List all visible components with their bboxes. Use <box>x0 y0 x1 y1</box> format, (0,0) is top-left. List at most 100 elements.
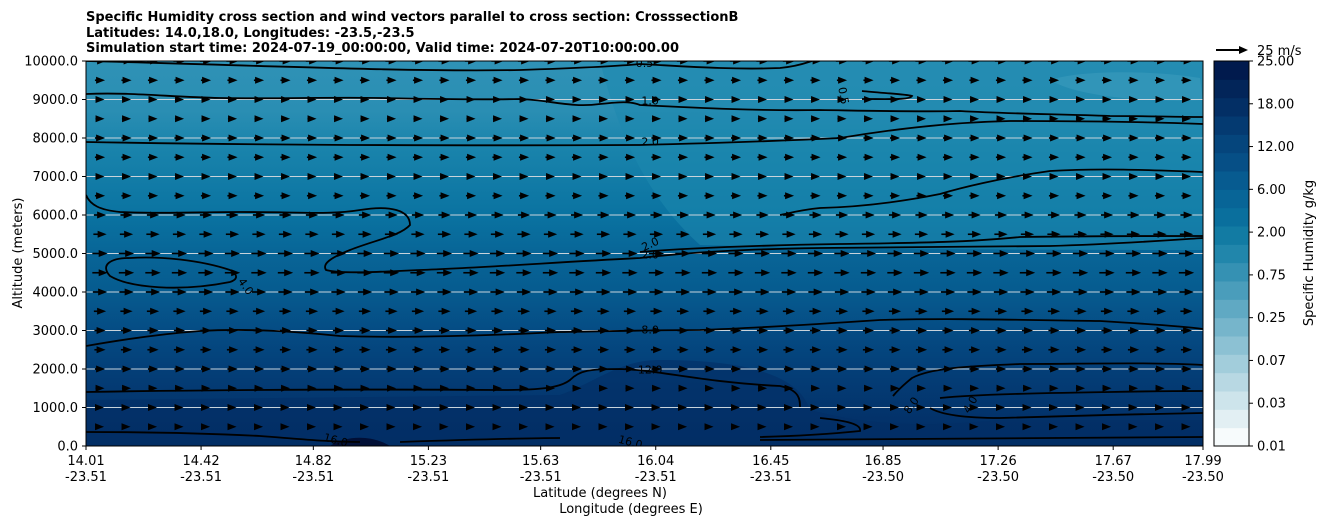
wind-arrow <box>331 230 346 238</box>
wind-arrow <box>625 384 635 392</box>
wind-arrow <box>730 134 742 142</box>
wind-arrow <box>413 96 423 103</box>
wind-arrow <box>383 269 400 277</box>
wind-arrow <box>439 192 450 200</box>
wind-arrow <box>360 404 370 411</box>
x-tick-label-lat: 17.67 <box>1095 454 1132 469</box>
wind-arrow <box>252 211 266 219</box>
wind-arrow <box>916 115 927 123</box>
wind-arrow <box>598 134 609 142</box>
colorbar-segment <box>1214 299 1249 319</box>
wind-arrow <box>810 384 821 392</box>
wind-arrow <box>1154 134 1166 142</box>
wind-arrow <box>1153 307 1167 315</box>
wind-arrow <box>304 269 320 277</box>
wind-arrow <box>438 211 451 219</box>
wind-arrow <box>517 230 531 238</box>
wind-arrow <box>360 96 370 103</box>
wind-arrow <box>1022 153 1033 161</box>
wind-arrow <box>837 384 847 392</box>
wind-arrow <box>702 230 717 238</box>
wind-arrow <box>701 250 718 257</box>
wind-arrow <box>359 192 371 200</box>
wind-arrow <box>279 346 292 354</box>
wind-arrow <box>993 288 1009 296</box>
colorbar-segment <box>1214 226 1249 245</box>
wind-arrow <box>280 153 291 161</box>
wind-arrow <box>810 173 821 180</box>
wind-arrow <box>703 307 716 315</box>
wind-arrow <box>119 230 134 238</box>
wind-arrow <box>1075 365 1086 373</box>
wind-arrow <box>809 61 822 65</box>
wind-arrow <box>253 365 265 373</box>
wind-arrow <box>410 250 426 257</box>
wind-arrow <box>519 423 529 431</box>
wind-arrow <box>807 269 824 277</box>
wind-arrow <box>121 404 131 411</box>
wind-arrow <box>650 61 663 65</box>
chart-title-line-2: Latitudes: 14.0,18.0, Longitudes: -23.5,… <box>86 26 415 41</box>
wind-arrow <box>145 250 161 257</box>
wind-arrow <box>1101 327 1113 334</box>
wind-arrow <box>227 365 238 373</box>
wind-arrow <box>730 346 742 354</box>
wind-arrow <box>996 115 1006 123</box>
wind-arrow <box>863 173 874 180</box>
wind-arrow <box>651 365 662 373</box>
wind-arrow <box>464 211 478 219</box>
wind-arrow <box>915 211 928 219</box>
wind-arrow <box>1048 76 1060 84</box>
wind-arrow <box>571 346 583 354</box>
wind-arrow <box>1021 307 1034 315</box>
wind-arrow <box>862 346 875 354</box>
wind-arrow <box>332 61 345 65</box>
wind-arrow <box>1128 192 1139 200</box>
wind-arrow <box>545 76 556 84</box>
wind-arrow <box>810 153 821 161</box>
wind-arrow <box>651 423 661 431</box>
wind-arrow <box>438 346 451 354</box>
wind-arrow <box>385 307 398 315</box>
wind-arrow <box>357 288 373 296</box>
wind-arrow <box>678 96 688 103</box>
wind-arrow <box>995 134 1007 142</box>
wind-arrow <box>1152 288 1168 296</box>
wind-arrow <box>146 307 160 315</box>
wind-arrow <box>386 173 397 180</box>
wind-arrow <box>147 76 159 84</box>
colorbar-segment <box>1214 427 1249 447</box>
wind-arrow <box>412 346 424 354</box>
wind-arrow <box>464 61 478 65</box>
wind-arrow <box>757 134 768 142</box>
wind-arrow <box>357 250 373 257</box>
wind-arrow <box>651 76 662 84</box>
wind-arrow <box>384 288 399 296</box>
wind-arrow <box>1153 230 1167 238</box>
wind-arrow <box>279 327 292 334</box>
wind-arrow <box>1128 76 1139 84</box>
wind-arrow <box>413 423 423 431</box>
wind-arrow <box>676 307 690 315</box>
wind-arrow <box>1127 346 1140 354</box>
wind-arrow <box>995 153 1007 161</box>
wind-arrow <box>1181 76 1192 84</box>
colorbar-segment <box>1214 134 1249 154</box>
wind-arrow <box>571 134 583 142</box>
wind-arrow <box>1154 327 1166 334</box>
wind-arrow <box>754 250 771 257</box>
wind-arrow <box>545 404 555 411</box>
wind-arrow <box>1022 173 1033 180</box>
wind-arrow <box>465 192 477 200</box>
wind-arrow <box>1155 423 1165 431</box>
wind-arrow <box>889 327 901 334</box>
wind-arrow <box>94 365 106 373</box>
colorbar-tick-label: 12.00 <box>1257 140 1294 155</box>
wind-arrow <box>1048 327 1060 334</box>
wind-arrow <box>572 423 582 431</box>
wind-arrow <box>413 384 423 392</box>
wind-arrow <box>1101 76 1113 84</box>
wind-arrow <box>174 115 185 123</box>
wind-arrow <box>995 327 1007 334</box>
wind-arrow <box>201 96 211 103</box>
